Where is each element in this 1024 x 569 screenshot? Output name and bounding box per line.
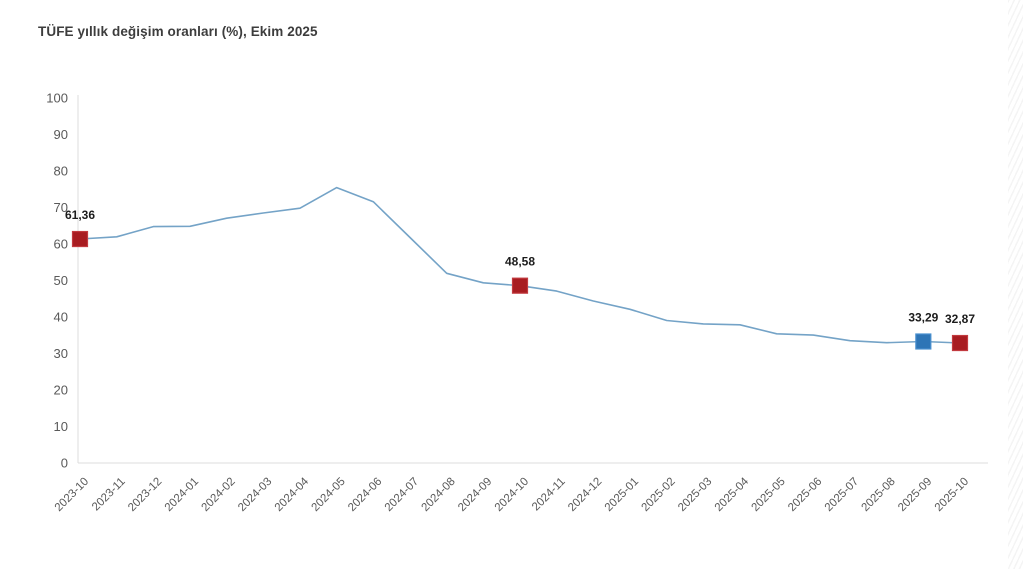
y-axis-tick-label: 30 [54,346,68,361]
y-axis-tick-label: 90 [54,127,68,142]
y-axis-tick-label: 40 [54,310,68,325]
x-axis-tick-label: 2025-02 [639,476,677,514]
y-axis-tick-label: 50 [54,273,68,288]
data-label-2025-10: 32,87 [945,312,975,326]
x-axis-tick-label: 2025-05 [749,476,787,514]
data-label-2025-09: 33,29 [908,310,938,324]
y-axis-tick-label: 10 [54,419,68,434]
x-axis-tick-label: 2025-03 [676,476,714,514]
x-axis-tick-label: 2025-07 [823,476,861,514]
x-axis-tick-label: 2024-02 [199,476,237,514]
x-axis-tick-label: 2024-11 [530,476,568,514]
x-axis-tick-label: 2025-04 [713,475,752,514]
x-axis-tick-label: 2024-10 [493,476,531,514]
y-axis-tick-label: 20 [54,383,68,398]
y-axis-tick-label: 70 [54,200,68,215]
x-axis-tick-label: 2025-09 [896,476,934,514]
highlight-marker-2025-09 [915,333,932,350]
y-axis-tick-label: 60 [54,237,68,252]
data-label-2023-10: 61,36 [65,208,95,222]
x-axis-tick-label: 2025-10 [933,476,971,514]
x-axis-tick-label: 2024-05 [309,476,347,514]
x-axis-tick-label: 2024-09 [456,476,494,514]
highlight-marker-2025-10 [951,334,969,352]
x-axis-tick-label: 2024-01 [163,476,201,514]
x-axis-tick-label: 2025-08 [859,476,897,514]
y-axis-tick-label: 80 [54,164,68,179]
highlight-marker-2024-10 [511,277,529,294]
x-axis-tick-label: 2023-10 [53,476,91,514]
y-axis-tick-label: 100 [46,91,68,106]
highlight-marker-2023-10 [71,230,89,248]
x-axis-tick-label: 2023-11 [90,476,128,514]
x-axis-tick-label: 2024-03 [236,476,274,514]
x-axis-tick-label: 2024-04 [273,475,312,514]
x-axis-tick-label: 2024-06 [346,476,384,514]
x-axis-tick-label: 2024-08 [419,476,457,514]
chart-title: TÜFE yıllık değişim oranları (%), Ekim 2… [38,24,318,39]
data-label-2024-10: 48,58 [505,255,535,269]
x-axis-tick-label: 2025-06 [786,476,824,514]
x-axis-tick-label: 2023-12 [126,476,164,514]
x-axis-tick-label: 2025-01 [603,476,641,514]
x-axis-tick-label: 2024-12 [566,476,604,514]
y-axis-tick-label: 0 [61,456,68,471]
x-axis-tick-label: 2024-07 [383,476,421,514]
